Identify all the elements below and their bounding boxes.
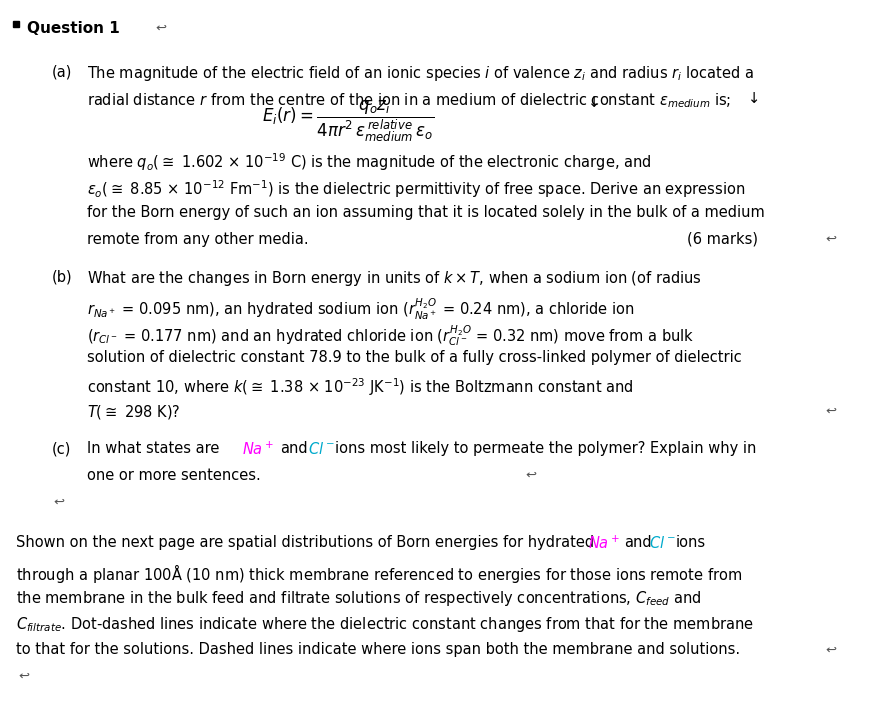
Text: (b): (b) xyxy=(51,270,72,285)
Text: $\varepsilon_o$($\cong$ 8.85 $\times$ 10$^{-12}$ Fm$^{-1}$) is the dielectric pe: $\varepsilon_o$($\cong$ 8.85 $\times$ 10… xyxy=(87,178,744,200)
Text: ($r_{Cl^-}$ = 0.177 nm) and an hydrated chloride ion ($r^{H_2O}_{Cl^-}$ = 0.32 n: ($r_{Cl^-}$ = 0.177 nm) and an hydrated … xyxy=(87,323,694,347)
Text: one or more sentences.: one or more sentences. xyxy=(87,468,260,483)
Text: where $q_o$($\cong$ 1.602 $\times$ 10$^{-19}$ C) is the magnitude of the electro: where $q_o$($\cong$ 1.602 $\times$ 10$^{… xyxy=(87,151,650,173)
Text: $\hookleftarrow$: $\hookleftarrow$ xyxy=(153,21,168,34)
Text: (a): (a) xyxy=(51,64,72,79)
Text: $T$($\cong$ 298 K)?: $T$($\cong$ 298 K)? xyxy=(87,404,180,421)
Text: the membrane in the bulk feed and filtrate solutions of respectively concentrati: the membrane in the bulk feed and filtra… xyxy=(16,589,701,608)
Text: $\downarrow$: $\downarrow$ xyxy=(585,95,599,110)
Text: What are the changes in Born energy in units of $k \times T$, when a sodium ion : What are the changes in Born energy in u… xyxy=(87,270,701,288)
Text: for the Born energy of such an ion assuming that it is located solely in the bul: for the Born energy of such an ion assum… xyxy=(87,205,764,220)
Text: remote from any other media.: remote from any other media. xyxy=(87,232,308,247)
Text: $\mathit{Na}^+$: $\mathit{Na}^+$ xyxy=(587,535,619,552)
Text: $\hookleftarrow$: $\hookleftarrow$ xyxy=(822,404,837,417)
Text: $r_{Na^+}$ = 0.095 nm), an hydrated sodium ion ($r^{H_2O}_{Na^+}$ = 0.24 nm), a : $r_{Na^+}$ = 0.095 nm), an hydrated sodi… xyxy=(87,297,633,322)
Text: $\hookleftarrow$: $\hookleftarrow$ xyxy=(822,232,837,245)
Text: solution of dielectric constant 78.9 to the bulk of a fully cross-linked polymer: solution of dielectric constant 78.9 to … xyxy=(87,350,741,365)
Text: ions most likely to permeate the polymer? Explain why in: ions most likely to permeate the polymer… xyxy=(335,441,756,456)
Text: $\mathit{Cl}^-$: $\mathit{Cl}^-$ xyxy=(649,535,675,551)
Text: The magnitude of the electric field of an ionic species $i$ of valence $z_i$ and: The magnitude of the electric field of a… xyxy=(87,64,753,83)
Text: (6 marks): (6 marks) xyxy=(687,232,758,247)
Text: In what states are: In what states are xyxy=(87,441,223,456)
Text: $\hookleftarrow$: $\hookleftarrow$ xyxy=(822,642,837,655)
Text: $\hookleftarrow$: $\hookleftarrow$ xyxy=(16,669,31,682)
Text: Shown on the next page are spatial distributions of Born energies for hydrated: Shown on the next page are spatial distr… xyxy=(16,535,598,550)
Text: $\mathit{Na}^+$: $\mathit{Na}^+$ xyxy=(242,441,274,458)
Text: $E_i(r) = \dfrac{q_o z_i}{4\pi r^2\,\varepsilon^{\,relative}_{medium}\,\varepsil: $E_i(r) = \dfrac{q_o z_i}{4\pi r^2\,\var… xyxy=(261,99,433,144)
Text: $\downarrow$: $\downarrow$ xyxy=(744,91,758,106)
Text: and: and xyxy=(280,441,307,456)
Text: radial distance $r$ from the centre of the ion in a medium of dielectric constan: radial distance $r$ from the centre of t… xyxy=(87,91,730,109)
Text: (c): (c) xyxy=(51,441,71,456)
Text: $C_{filtrate}$. Dot-dashed lines indicate where the dielectric constant changes : $C_{filtrate}$. Dot-dashed lines indicat… xyxy=(16,616,753,635)
Text: Question 1: Question 1 xyxy=(27,21,120,36)
Text: constant 10, where $k$($\cong$ 1.38 $\times$ 10$^{-23}$ JK$^{-1}$) is the Boltzm: constant 10, where $k$($\cong$ 1.38 $\ti… xyxy=(87,377,633,398)
Text: through a planar 100$\mathrm{\AA}$ (10 nm) thick membrane referenced to energies: through a planar 100$\mathrm{\AA}$ (10 n… xyxy=(16,562,742,585)
Text: and: and xyxy=(624,535,651,550)
Text: $\hookleftarrow$: $\hookleftarrow$ xyxy=(51,495,66,508)
Text: ions: ions xyxy=(675,535,705,550)
Text: $\hookleftarrow$: $\hookleftarrow$ xyxy=(523,468,538,481)
Text: $\mathit{Cl}^-$: $\mathit{Cl}^-$ xyxy=(307,441,334,457)
Text: to that for the solutions. Dashed lines indicate where ions span both the membra: to that for the solutions. Dashed lines … xyxy=(16,642,739,657)
